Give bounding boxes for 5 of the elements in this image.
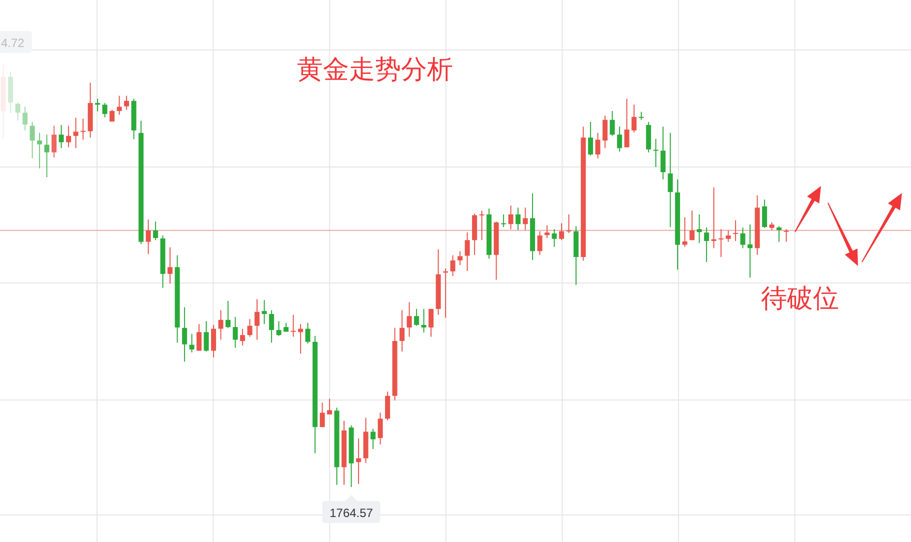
text: 4.72 — [1, 36, 25, 50]
annotation: 1764.57 — [330, 506, 374, 520]
chart-title: 黄金走势分析 — [297, 54, 453, 84]
annotation: 待破位 — [761, 283, 839, 313]
low-label: 1764.57 — [322, 495, 380, 523]
